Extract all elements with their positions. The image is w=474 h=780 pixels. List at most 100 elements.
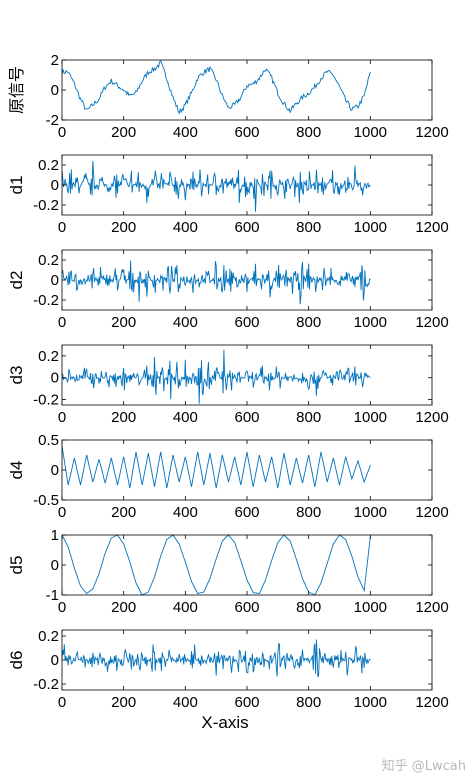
x-tick-label: 1200	[415, 124, 448, 141]
y-tick-label: 0.5	[38, 432, 59, 449]
axes-box	[61, 59, 433, 121]
x-tick-label: 1000	[354, 599, 387, 616]
x-tick-label: 200	[111, 124, 136, 141]
x-tick-label: 200	[111, 694, 136, 711]
x-tick-label: 400	[173, 694, 198, 711]
axes-box	[61, 534, 433, 596]
y-axis-label: d6	[7, 651, 26, 670]
x-tick-label: 800	[296, 694, 321, 711]
x-tick-label: 400	[173, 599, 198, 616]
y-tick-label: 0.2	[38, 348, 59, 365]
x-tick-label: 200	[111, 504, 136, 521]
x-tick-label: 0	[58, 219, 66, 236]
x-tick-label: 200	[111, 409, 136, 426]
series-line-3	[61, 260, 371, 305]
watermark: 知乎 @Lwcah	[381, 759, 466, 774]
axes-box	[61, 344, 433, 406]
series-line-4	[61, 349, 371, 404]
y-axis-label: d1	[7, 176, 26, 195]
x-tick-label: 1200	[415, 694, 448, 711]
x-tick-label: 800	[296, 409, 321, 426]
x-tick-label: 400	[173, 409, 198, 426]
y-tick-label: 0	[51, 652, 59, 669]
y-tick-label: -0.2	[33, 197, 59, 214]
y-tick-label: 1	[51, 527, 59, 544]
x-tick-label: 600	[234, 504, 259, 521]
x-tick-label: 0	[58, 694, 66, 711]
x-tick-label: 1200	[415, 314, 448, 331]
series-line-6	[61, 534, 371, 596]
x-tick-label: 1000	[354, 694, 387, 711]
axes-box	[61, 629, 433, 691]
y-tick-label: -2	[46, 112, 59, 129]
x-tick-label: 800	[296, 599, 321, 616]
series-line-5	[61, 445, 371, 489]
x-tick-label: 0	[58, 314, 66, 331]
x-tick-label: 1000	[354, 219, 387, 236]
x-axis-label: X-axis	[201, 713, 248, 732]
axes-box	[61, 249, 433, 311]
x-tick-label: 400	[173, 314, 198, 331]
x-tick-label: 1200	[415, 504, 448, 521]
y-tick-label: -1	[46, 587, 59, 604]
x-tick-label: 600	[234, 409, 259, 426]
y-tick-label: 0	[51, 557, 59, 574]
x-tick-label: 200	[111, 599, 136, 616]
x-tick-label: 0	[58, 504, 66, 521]
x-tick-label: 1000	[354, 314, 387, 331]
x-tick-label: 400	[173, 124, 198, 141]
y-tick-label: -0.5	[33, 492, 59, 509]
y-tick-label: -0.2	[33, 392, 59, 409]
y-axis-label: d5	[7, 556, 26, 575]
x-tick-label: 600	[234, 219, 259, 236]
subplot-2: 0 200 400 600 800 1000 1200 0.2 0 -0.2 d1	[7, 154, 449, 236]
y-tick-label: 0	[51, 82, 59, 99]
x-tick-label: 600	[234, 694, 259, 711]
x-tick-label: 1200	[415, 219, 448, 236]
x-tick-label: 600	[234, 314, 259, 331]
y-axis-label: d2	[7, 271, 26, 290]
y-tick-label: 0.2	[38, 252, 59, 269]
x-tick-label: 1000	[354, 124, 387, 141]
x-tick-label: 400	[173, 504, 198, 521]
y-tick-label: 0	[51, 370, 59, 387]
y-tick-label: 2	[51, 52, 59, 69]
y-tick-label: -0.2	[33, 292, 59, 309]
y-tick-label: 0	[51, 177, 59, 194]
subplot-3: 0 200 400 600 800 1000 1200 0.2 0 -0.2 d2	[7, 249, 449, 331]
x-tick-label: 800	[296, 504, 321, 521]
y-tick-label: 0.2	[38, 628, 59, 645]
x-tick-label: 0	[58, 599, 66, 616]
series-line-1	[61, 60, 371, 115]
x-tick-label: 1000	[354, 504, 387, 521]
x-tick-label: 0	[58, 124, 66, 141]
x-tick-label: 1200	[415, 409, 448, 426]
x-tick-label: 600	[234, 599, 259, 616]
x-tick-label: 800	[296, 124, 321, 141]
y-axis-label: 原信号	[7, 66, 26, 114]
y-tick-label: 0	[51, 462, 59, 479]
x-tick-label: 800	[296, 314, 321, 331]
series-line-7	[61, 639, 371, 678]
y-tick-label: -0.2	[33, 676, 59, 693]
x-tick-label: 400	[173, 219, 198, 236]
x-tick-label: 800	[296, 219, 321, 236]
y-tick-label: 0.2	[38, 157, 59, 174]
x-tick-label: 200	[111, 219, 136, 236]
y-axis-label: d3	[7, 366, 26, 385]
x-tick-label: 600	[234, 124, 259, 141]
x-tick-label: 1000	[354, 409, 387, 426]
x-tick-label: 0	[58, 409, 66, 426]
series-line-2	[61, 160, 371, 212]
x-tick-label: 200	[111, 314, 136, 331]
y-tick-label: 0	[51, 272, 59, 289]
axes-box	[61, 439, 433, 501]
y-axis-label: d4	[7, 461, 26, 480]
x-tick-label: 1200	[415, 599, 448, 616]
